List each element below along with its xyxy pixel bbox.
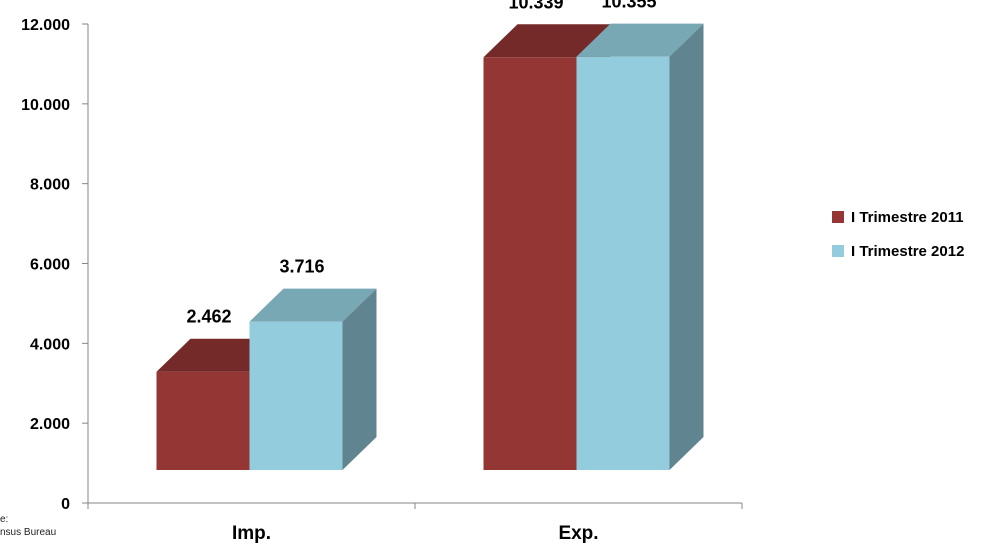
- bar-front-face: [576, 56, 670, 471]
- bar-top-face: [576, 23, 704, 57]
- data-label: 10.355: [601, 0, 656, 12]
- x-category-label: Exp.: [558, 523, 598, 544]
- chart-labels: 2.462 3.716 10.339 10.355: [186, 0, 656, 327]
- y-tick-label: 6.000: [30, 257, 70, 274]
- chart-bars: [156, 23, 704, 471]
- y-tick-label: 10.000: [21, 97, 70, 114]
- bar-front-face: [483, 57, 577, 471]
- y-tick-label: 12.000: [21, 17, 70, 34]
- y-tick-label: 2.000: [30, 416, 70, 433]
- legend-swatch-2012: [832, 245, 844, 257]
- y-tick-label: 0: [61, 496, 70, 513]
- bar: [249, 288, 377, 470]
- chart-axes: 0 2.000 4.000 6.000 8.000 10.000 12.000 Imp. Exp…: [21, 17, 743, 544]
- legend-swatch-2011: [832, 211, 844, 223]
- data-label: 10.339: [508, 0, 563, 12]
- bar-top-face: [483, 24, 611, 58]
- legend: I Trimestre 2011 I Trimestre 2012: [832, 206, 964, 274]
- bar-front-face: [156, 371, 250, 470]
- legend-item-2012: I Trimestre 2012: [832, 240, 964, 262]
- bar-top-face: [249, 288, 377, 322]
- bar-front-face: [249, 321, 343, 470]
- bar-side-face: [342, 288, 377, 470]
- x-category-label: Imp.: [232, 523, 271, 544]
- data-label: 2.462: [186, 307, 231, 327]
- source-note-line-1: e:: [0, 514, 9, 525]
- legend-label-2012: I Trimestre 2012: [851, 242, 965, 260]
- y-tick-label: 4.000: [30, 336, 70, 353]
- source-note-line-2: nsus Bureau: [0, 527, 57, 538]
- source-note: e: nsus Bureau: [0, 513, 56, 539]
- bar: [576, 23, 704, 471]
- data-label: 3.716: [279, 257, 324, 277]
- legend-item-2011: I Trimestre 2011: [832, 206, 964, 228]
- bar-side-face: [669, 23, 704, 471]
- y-tick-label: 8.000: [30, 177, 70, 194]
- legend-label-2011: I Trimestre 2011: [851, 208, 964, 226]
